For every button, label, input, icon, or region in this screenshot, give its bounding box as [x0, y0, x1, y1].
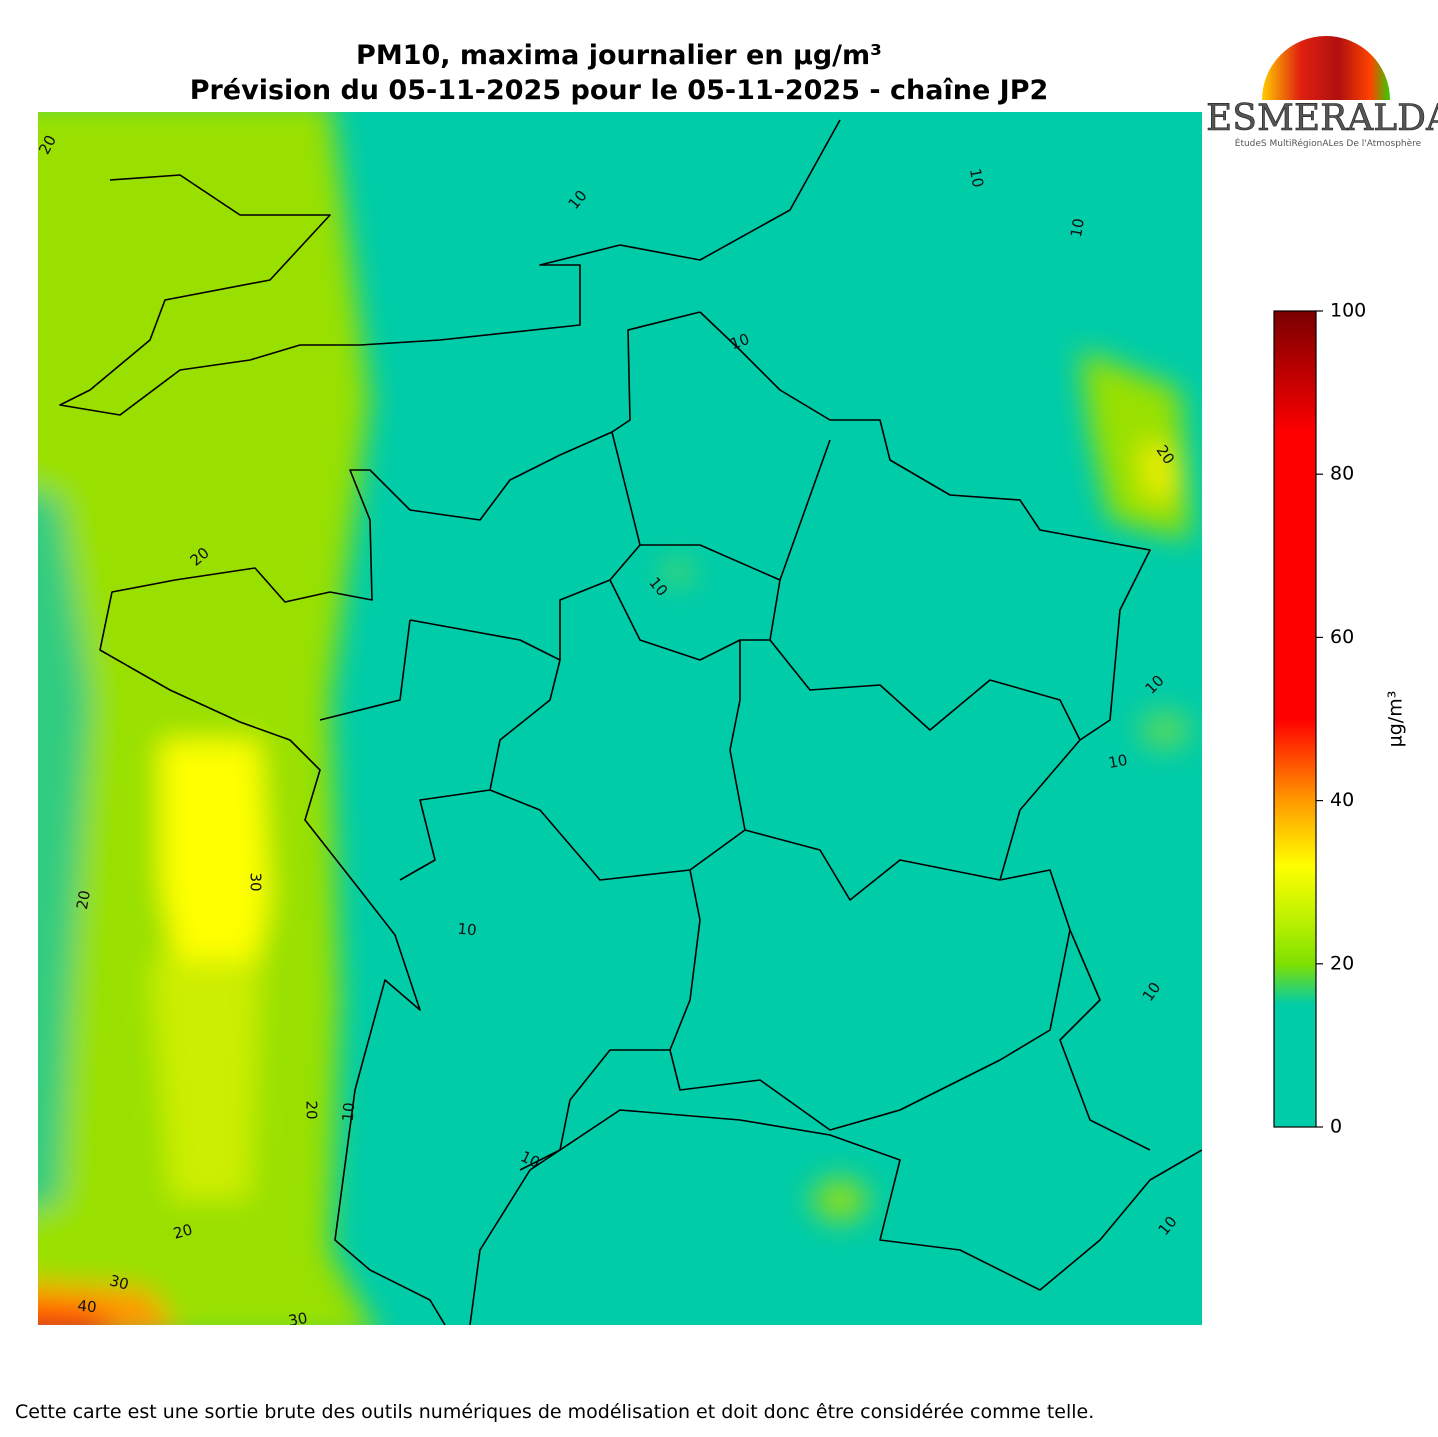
contour-label: 10 [966, 167, 987, 189]
border-east [699, 311, 1151, 1151]
title-line-1: PM10, maxima journalier en µg/m³ [356, 40, 882, 71]
concentration-field [38, 112, 1191, 1325]
contour-label: 10 [1067, 217, 1088, 239]
contour-label: 30 [247, 872, 265, 891]
colorbar-tick-label: 80 [1330, 463, 1354, 485]
logo-tagline: ÉtudeS MultiRégionALes De l'Atmosphère [1235, 137, 1422, 149]
contour-label: 30 [108, 1271, 131, 1293]
title-line-2: Prévision du 05-11-2025 pour le 05-11-20… [190, 75, 1049, 106]
contour-label: 20 [73, 889, 94, 911]
footnote: Cette carte est une sortie brute des out… [15, 1401, 1094, 1423]
logo: ESMERALDA ÉtudeS MultiRégionALes De l'At… [1206, 36, 1438, 149]
coastline [59, 119, 841, 416]
colorbar: µg/m³ 0 20 40 60 80 100 [1273, 300, 1407, 1138]
colorbar-tick-label: 60 [1330, 626, 1354, 648]
colorbar-tick-label: 40 [1330, 789, 1354, 811]
contour-label: 10 [1107, 751, 1129, 772]
contour-label: 20 [171, 1220, 194, 1242]
colorbar-tick-label: 100 [1330, 300, 1366, 322]
coastline-south [469, 1109, 1202, 1325]
contour-label: 30 [287, 1309, 309, 1330]
contour-label: 10 [339, 1102, 359, 1123]
colorbar-label: µg/m³ [1385, 691, 1407, 748]
region-borders [319, 431, 1081, 1171]
contour-label: 10 [728, 330, 752, 353]
contour-label: 20 [303, 1100, 321, 1119]
contour-label: 10 [457, 920, 478, 940]
colorbar-scale [1273, 310, 1317, 1128]
colorbar-tick-label: 20 [1330, 952, 1354, 974]
logo-emblem [1262, 36, 1390, 100]
logo-name: ESMERALDA [1206, 98, 1438, 139]
coastline-france [99, 311, 701, 1325]
colorbar-tick-label: 0 [1330, 1116, 1342, 1138]
contour-label: 40 [77, 1297, 98, 1317]
